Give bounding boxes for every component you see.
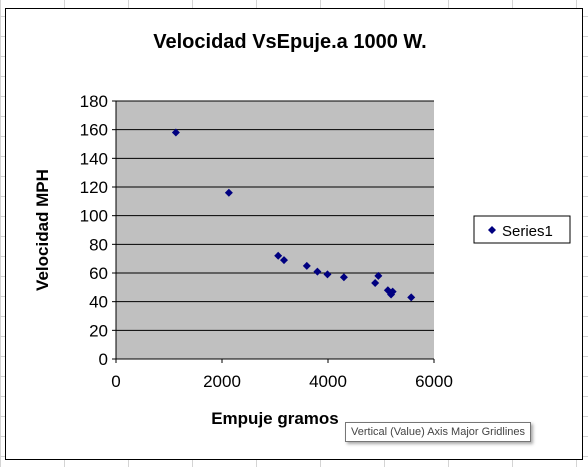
y-tick-label: 80: [89, 235, 108, 254]
y-tick-label: 140: [80, 149, 108, 168]
y-axis-title[interactable]: Velocidad MPH: [33, 169, 52, 291]
legend-label: Series1: [502, 223, 553, 240]
data-point[interactable]: [313, 267, 322, 276]
data-point[interactable]: [323, 270, 332, 279]
data-point[interactable]: [302, 261, 311, 270]
data-point[interactable]: [407, 293, 416, 302]
chart-title[interactable]: Velocidad VsEpuje.a 1000 W.: [153, 31, 426, 53]
legend[interactable]: Series1: [473, 215, 571, 244]
data-point[interactable]: [371, 279, 380, 288]
y-tick-label: 180: [80, 92, 108, 111]
data-point[interactable]: [388, 287, 397, 296]
y-tick-label: 0: [99, 350, 108, 369]
chart-element-tooltip: Vertical (Value) Axis Major Gridlines: [345, 422, 532, 442]
y-tick-label: 40: [89, 293, 108, 312]
y-axis[interactable]: 0 20 40 60 80 100 120 140 160 180: [80, 92, 116, 369]
y-tick-label: 100: [80, 207, 108, 226]
x-axis-title[interactable]: Empuje gramos: [211, 409, 339, 428]
data-point[interactable]: [171, 128, 180, 137]
y-tick-label: 120: [80, 178, 108, 197]
data-point[interactable]: [339, 273, 348, 282]
x-axis[interactable]: 0 2000 4000 6000: [111, 359, 453, 391]
x-tick-label: 6000: [415, 372, 453, 391]
series1-points[interactable]: [171, 128, 416, 302]
data-point[interactable]: [224, 188, 233, 197]
data-point[interactable]: [274, 251, 283, 260]
legend-marker-diamond-icon: [488, 226, 496, 234]
data-point[interactable]: [374, 271, 383, 280]
y-tick-label: 20: [89, 321, 108, 340]
y-tick-label: 160: [80, 121, 108, 140]
plot-area[interactable]: [116, 101, 434, 359]
y-major-gridlines[interactable]: [116, 100, 434, 331]
y-tick-label: 60: [89, 264, 108, 283]
x-tick-label: 4000: [309, 372, 347, 391]
x-tick-label: 0: [111, 372, 120, 391]
x-tick-label: 2000: [203, 372, 241, 391]
data-point[interactable]: [280, 256, 289, 265]
